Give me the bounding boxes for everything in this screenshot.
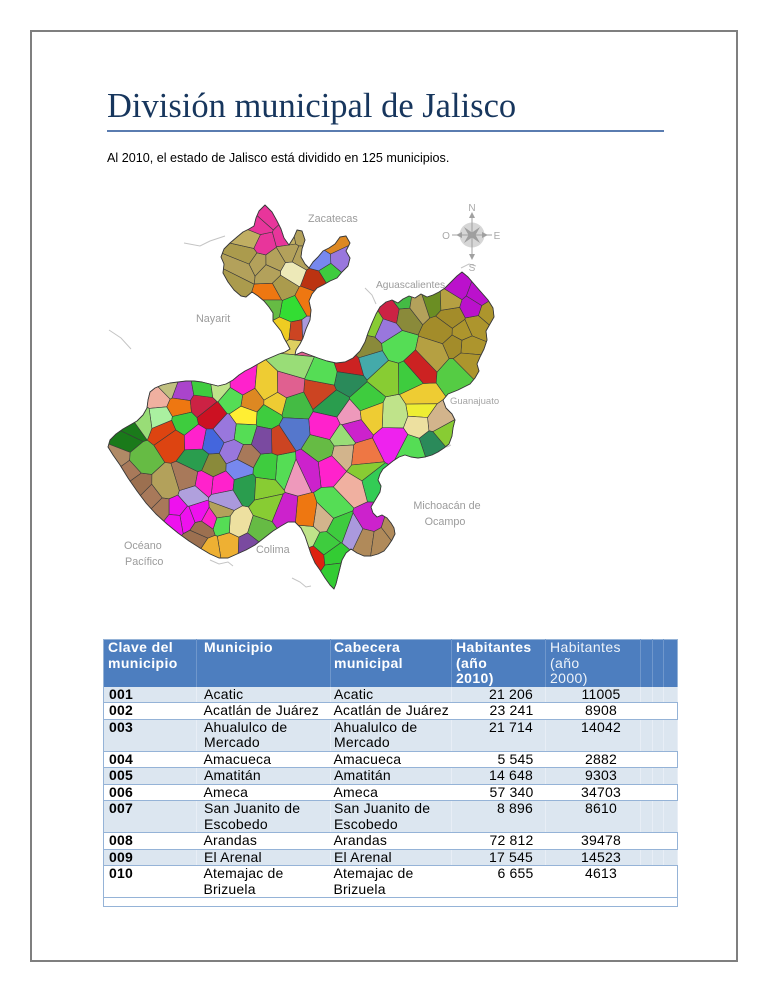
svg-text:S: S xyxy=(469,263,476,274)
svg-text:Nayarit: Nayarit xyxy=(196,313,230,325)
svg-text:Michoacán de: Michoacán de xyxy=(413,500,480,512)
svg-text:Colima: Colima xyxy=(256,544,290,556)
svg-text:Aguascalientes: Aguascalientes xyxy=(376,280,445,291)
svg-text:Pacífico: Pacífico xyxy=(125,556,163,568)
svg-text:E: E xyxy=(494,231,501,242)
svg-text:Ocampo: Ocampo xyxy=(425,516,466,528)
svg-text:Zacatecas: Zacatecas xyxy=(308,213,358,225)
svg-text:Guanajuato: Guanajuato xyxy=(450,396,499,407)
svg-text:Océano: Océano xyxy=(124,540,162,552)
svg-text:N: N xyxy=(468,203,475,214)
svg-text:O: O xyxy=(442,231,450,242)
